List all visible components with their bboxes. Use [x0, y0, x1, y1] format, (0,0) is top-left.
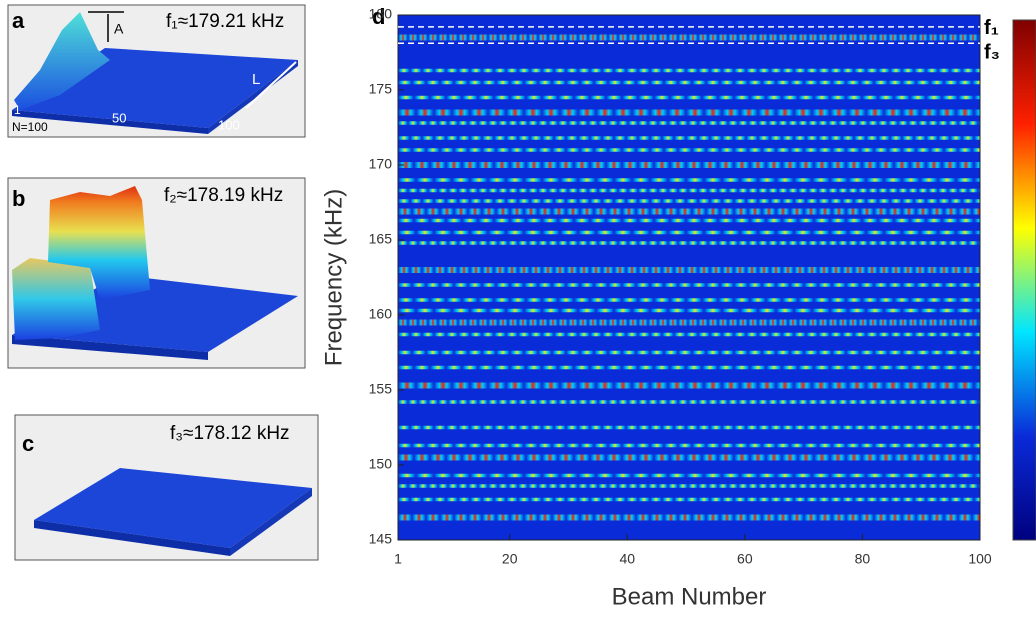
- panel-caption: f₂≈178.19 kHz: [164, 185, 283, 206]
- y-tick-label: 165: [369, 231, 393, 247]
- mode-band: [398, 199, 980, 203]
- mode-band: [398, 484, 980, 488]
- mode-band: [398, 332, 980, 337]
- x-tick-label: 80: [855, 551, 871, 567]
- mode-band: [398, 400, 980, 404]
- mode-band: [398, 121, 980, 125]
- mode-band: [398, 188, 980, 193]
- mode-band: [398, 34, 980, 41]
- peak: [14, 12, 110, 110]
- y-tick-label: 175: [369, 81, 393, 97]
- surface-edge: [34, 520, 230, 556]
- annotation: A: [114, 21, 124, 37]
- y-tick-label: 155: [369, 381, 393, 397]
- axis-label: 50: [112, 110, 126, 125]
- axis-label: 1: [14, 103, 21, 117]
- mode-band: [398, 283, 980, 287]
- mode-band: [398, 319, 980, 326]
- y-tick-label: 160: [369, 306, 393, 322]
- mode-label: f₃: [984, 41, 1000, 63]
- mode-band: [398, 241, 980, 245]
- mode-band: [398, 267, 980, 273]
- x-axis-label: Beam Number: [612, 583, 767, 610]
- mode-band: [398, 68, 980, 73]
- plot-frame: [397, 14, 981, 541]
- surface: [34, 468, 312, 548]
- axis-label: 100: [218, 117, 240, 132]
- mode-band: [398, 148, 980, 152]
- mode-band: [398, 178, 980, 182]
- panel-caption: f₁≈179.21 kHz: [166, 11, 284, 32]
- y-tick-label: 180: [369, 6, 393, 22]
- panel-label: c: [22, 431, 34, 456]
- y-tick-label: 150: [369, 456, 393, 472]
- mode-band: [398, 218, 980, 223]
- surface-edge: [230, 488, 312, 556]
- x-tick-label: 100: [968, 551, 992, 567]
- mode-band: [398, 136, 980, 140]
- mode-band: [398, 109, 980, 116]
- mode-band: [398, 514, 980, 521]
- panel-caption: f₃≈178.12 kHz: [170, 423, 290, 444]
- mode-band: [398, 473, 980, 478]
- mode-band: [398, 365, 980, 370]
- mode-band: [398, 350, 980, 355]
- x-tick-label: 60: [737, 551, 753, 567]
- colorbar: [1012, 19, 1036, 541]
- mode-band: [398, 425, 980, 430]
- panel-label: d: [372, 4, 385, 29]
- mode-band: [398, 298, 980, 302]
- y-axis-label: Frequency (kHz): [320, 189, 347, 366]
- mode-band: [398, 454, 980, 461]
- y-tick-label: 170: [369, 156, 393, 172]
- mode-band: [398, 230, 980, 235]
- y-tick-label: 145: [369, 531, 393, 547]
- surface-edge: [12, 110, 208, 134]
- mode-band: [398, 382, 980, 389]
- mode-band: [398, 443, 980, 448]
- mode-band: [398, 208, 980, 215]
- mode-band: [398, 162, 980, 168]
- surface-edge: [208, 60, 298, 134]
- panel-label: a: [12, 8, 25, 33]
- peak: [12, 258, 100, 340]
- x-tick-label: 40: [619, 551, 635, 567]
- mode-label: f₁: [984, 17, 999, 39]
- mode-band: [398, 95, 980, 100]
- surface-edge: [12, 335, 208, 360]
- axis-label: N=100: [12, 120, 48, 134]
- panel-label: b: [12, 186, 25, 211]
- x-tick-label: 1: [394, 551, 402, 567]
- mode-band: [398, 497, 980, 502]
- heatmap-background: [398, 15, 980, 540]
- mode-band: [398, 80, 980, 85]
- peak: [48, 186, 150, 300]
- mode-band: [398, 308, 980, 313]
- annotation-arrow: [245, 61, 297, 109]
- x-tick-label: 20: [502, 551, 518, 567]
- annotation: L: [252, 71, 260, 88]
